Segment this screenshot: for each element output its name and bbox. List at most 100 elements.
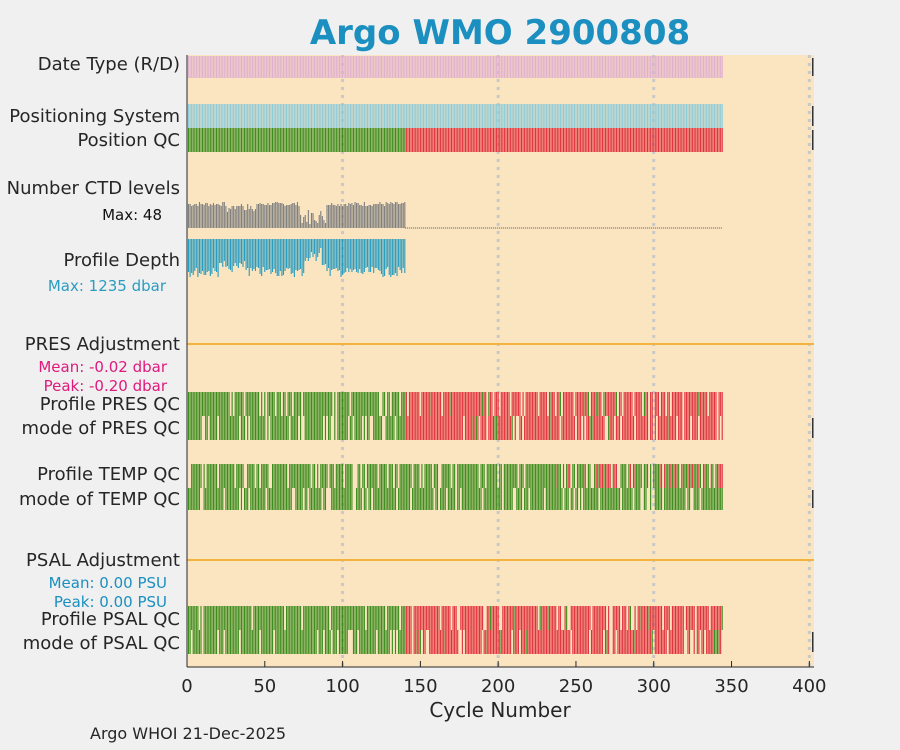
cycle-bar [506,128,509,152]
cycle-bar [712,128,714,152]
cycle-bar [517,488,519,510]
cycle-bar [219,392,221,416]
cycle-bar [475,104,477,128]
cycle-bar [556,416,558,440]
ctd-bar [231,206,233,228]
cycle-bar [426,128,428,152]
cycle-bar [681,488,683,510]
cycle-bar [497,104,499,128]
cycle-bar [475,128,477,152]
cycle-bar [306,606,308,630]
cycle-bar [261,56,263,78]
cycle-bar [191,416,193,440]
cycle-bar [587,488,589,510]
cycle-bar [466,392,468,416]
cycle-bar [629,56,631,78]
cycle-bar [450,488,453,510]
cycle-bar [191,104,193,128]
cycle-bar [684,416,686,440]
cycle-bar [670,630,672,654]
cycle-bar [528,630,530,654]
cycle-bar [545,104,547,128]
row-label-mode-psal-qc: mode of PSAL QC [23,633,180,654]
cycle-bar [516,128,518,152]
cycle-bar [646,630,649,654]
cycle-bar [600,488,602,510]
cycle-bar [352,606,355,630]
cycle-bar [432,416,434,440]
cycle-bar [595,128,597,152]
depth-bar [256,239,258,267]
cycle-bar [251,104,253,128]
cycle-bar [701,416,703,440]
cycle-bar [643,630,645,654]
cycle-bar [662,630,664,654]
cycle-bar [223,104,225,128]
cycle-bar [664,464,666,488]
cycle-bar [258,104,260,128]
cycle-bar [478,392,481,416]
cycle-bar [600,56,602,78]
cycle-bar [561,488,563,510]
cycle-bar [200,56,202,78]
cycle-bar [536,392,538,416]
cycle-bar [219,630,221,654]
cycle-bar [427,392,429,416]
cycle-bar [337,104,339,128]
cycle-bar [413,464,415,488]
cycle-bar [679,416,681,440]
cycle-bar [429,630,431,654]
cycle-bar [671,56,673,78]
cycle-bar [629,488,631,510]
row-label-position-qc: Position QC [77,130,180,151]
cycle-bar [690,128,692,152]
cycle-bar [595,488,597,510]
depth-bar [345,239,347,272]
cycle-bar [208,630,210,654]
cycle-bar [690,464,692,488]
cycle-bar [472,128,474,152]
cycle-bar [440,128,442,152]
cycle-bar [390,56,392,78]
cycle-bar [486,464,488,488]
depth-bar [290,239,292,274]
cycle-bar [623,630,625,654]
cycle-bar [447,56,449,78]
cycle-bar [251,416,253,440]
cycle-bar [272,128,274,152]
cycle-bar [324,488,327,510]
cycle-bar [511,416,513,440]
cycle-bar [214,416,216,440]
cycle-bar [712,464,714,488]
cycle-bar [516,56,518,78]
cycle-bar [587,630,589,654]
cycle-bar [394,392,397,416]
cycle-bar [710,392,712,416]
cycle-bar [497,630,499,654]
cycle-bar [612,416,614,440]
cycle-bar [477,104,479,128]
cycle-bar [384,392,386,416]
cycle-bar [205,104,207,128]
cycle-bar [609,56,611,78]
profile-pres-qc-stripe [187,392,723,416]
cycle-bar [195,56,197,78]
cycle-bar [552,128,554,152]
cycle-bar [637,416,639,440]
depth-bar [300,239,302,269]
cycle-bar [331,488,333,510]
ctd-bar [228,208,230,228]
cycle-bar [556,630,558,654]
cycle-bar [598,630,600,654]
cycle-bar [594,464,596,488]
cycle-bar [611,56,613,78]
cycle-bar [371,464,373,488]
cycle-bar [222,416,224,440]
cycle-bar [514,104,516,128]
cycle-bar [662,416,664,440]
row-label-pres-adjustment: PRES Adjustment [25,334,180,355]
cycle-bar [660,104,663,128]
cycle-bar [584,392,586,416]
depth-bar [315,239,317,261]
cycle-bar [284,104,286,128]
